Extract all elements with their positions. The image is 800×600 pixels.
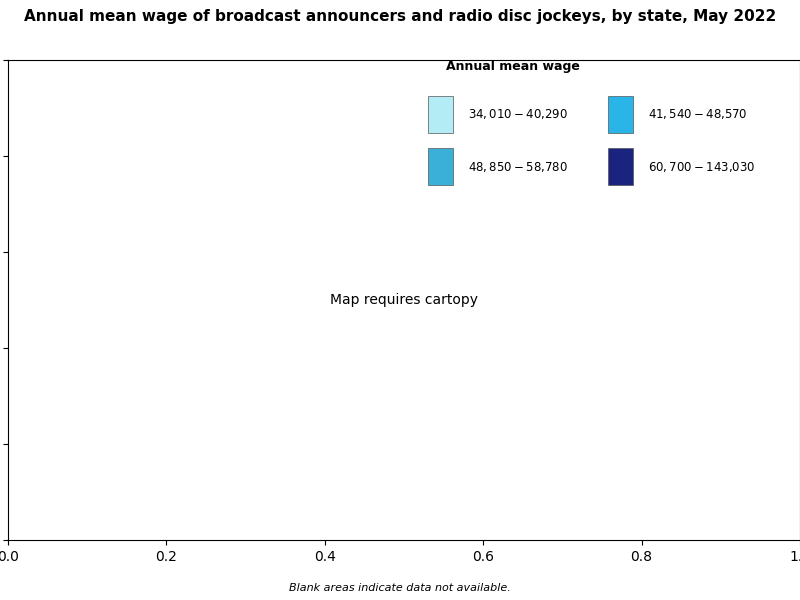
Bar bbox=[428, 95, 453, 133]
Text: Annual mean wage of broadcast announcers and radio disc jockeys, by state, May 2: Annual mean wage of broadcast announcers… bbox=[24, 9, 776, 24]
Bar bbox=[608, 148, 634, 185]
Bar bbox=[608, 95, 634, 133]
Text: $34,010 - $40,290: $34,010 - $40,290 bbox=[467, 107, 567, 121]
Text: Blank areas indicate data not available.: Blank areas indicate data not available. bbox=[289, 583, 511, 593]
Bar bbox=[428, 148, 453, 185]
Text: Map requires cartopy: Map requires cartopy bbox=[330, 293, 478, 307]
Text: $48,850 - $58,780: $48,850 - $58,780 bbox=[467, 160, 568, 174]
Text: $41,540 - $48,570: $41,540 - $48,570 bbox=[648, 107, 747, 121]
Text: $60,700 - $143,030: $60,700 - $143,030 bbox=[648, 160, 755, 174]
Text: Annual mean wage: Annual mean wage bbox=[446, 60, 580, 73]
